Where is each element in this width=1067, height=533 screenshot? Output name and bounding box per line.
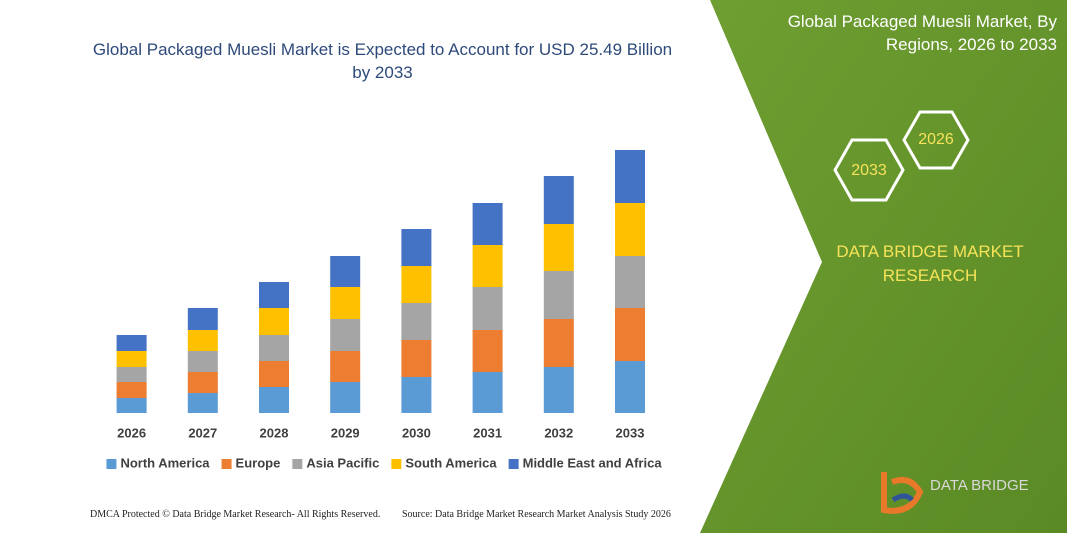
bar-segment	[401, 303, 432, 340]
x-tick-label: 2029	[331, 425, 360, 440]
bar-segment	[259, 335, 289, 361]
bar-segment	[472, 330, 503, 372]
bar-segment	[330, 287, 361, 319]
legend-label: Europe	[236, 455, 281, 470]
bar-segment	[116, 382, 147, 398]
x-tick-label: 2033	[616, 425, 645, 440]
bar-segment	[330, 256, 361, 287]
hexagon-label: 2033	[851, 162, 887, 179]
footer-right: Source: Data Bridge Market Research Mark…	[402, 509, 671, 520]
bar-segment	[615, 308, 645, 361]
bar-segment	[259, 387, 289, 413]
bar-segment	[543, 319, 574, 367]
legend-swatch	[391, 459, 402, 469]
logo-mark	[891, 493, 914, 503]
legend-label: Asia Pacific	[306, 455, 379, 470]
legend-label: South America	[405, 455, 497, 470]
legend-swatch	[292, 459, 303, 469]
bar-segment	[472, 203, 503, 245]
logo-text: DATA BRIDGE	[930, 477, 1029, 494]
x-tick-label: 2032	[544, 425, 573, 440]
legend-swatch	[106, 459, 117, 469]
x-tick-label: 2028	[260, 425, 289, 440]
bar-segment	[330, 382, 361, 413]
bar-segment	[401, 340, 432, 377]
bar-segment	[543, 271, 574, 319]
hexagon-label: 2026	[918, 131, 954, 148]
bar-segment	[472, 245, 503, 287]
footer-left: DMCA Protected © Data Bridge Market Rese…	[90, 509, 381, 520]
bar-segment	[472, 287, 503, 330]
bar-segment	[187, 351, 218, 372]
bar-segment	[116, 335, 147, 351]
legend-label: North America	[120, 455, 210, 470]
panel-title: Global Packaged Muesli Market, By Region…	[787, 12, 1057, 54]
bar-segment	[330, 351, 361, 382]
bar-segment	[615, 203, 645, 256]
x-tick-label: 2027	[188, 425, 217, 440]
logo-mark	[881, 472, 924, 514]
bar-segment	[330, 319, 361, 351]
bar-segment	[187, 372, 218, 393]
legend-label: Middle East and Africa	[523, 455, 663, 470]
bar-segment	[116, 398, 147, 413]
bar-segment	[615, 361, 645, 413]
legend-swatch	[508, 459, 519, 469]
bar-segment	[116, 351, 147, 367]
x-tick-label: 2030	[402, 425, 431, 440]
bar-segment	[187, 308, 218, 330]
hexagon	[833, 138, 905, 202]
bar-segment	[401, 229, 432, 266]
brand-tagline: DATA BRIDGE MARKET RESEARCH	[836, 242, 1024, 285]
bar-segment	[615, 256, 645, 308]
bar-segment	[187, 330, 218, 351]
bar-segment	[116, 367, 147, 382]
green-panel	[700, 0, 1067, 533]
x-tick-label: 2026	[117, 425, 146, 440]
bar-segment	[401, 377, 432, 413]
bar-segment	[259, 308, 289, 335]
bar-segment	[401, 266, 432, 303]
x-tick-label: 2031	[473, 425, 502, 440]
bar-segment	[543, 367, 574, 413]
bar-segment	[472, 372, 503, 413]
chart-title: Global Packaged Muesli Market is Expecte…	[92, 40, 673, 82]
bar-segment	[615, 150, 645, 203]
bar-segment	[259, 282, 289, 308]
bar-segment	[187, 393, 218, 413]
bar-segment	[543, 224, 574, 271]
bar-segment	[543, 176, 574, 224]
bar-segment	[259, 361, 289, 387]
legend-swatch	[221, 459, 232, 469]
hexagon	[902, 110, 970, 170]
